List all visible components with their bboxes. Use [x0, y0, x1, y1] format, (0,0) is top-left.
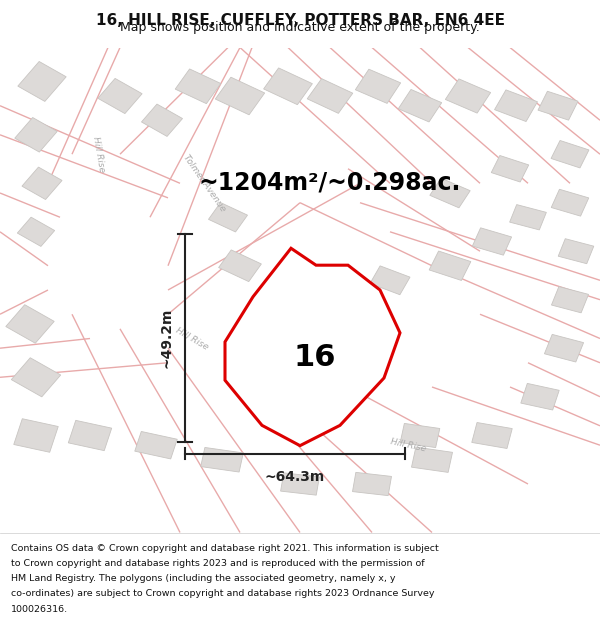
Text: Hill Rise: Hill Rise: [389, 437, 427, 453]
Polygon shape: [309, 274, 351, 306]
Polygon shape: [135, 431, 177, 459]
Polygon shape: [6, 304, 54, 343]
Text: co-ordinates) are subject to Crown copyright and database rights 2023 Ordnance S: co-ordinates) are subject to Crown copyr…: [11, 589, 434, 598]
Polygon shape: [201, 448, 243, 472]
Text: to Crown copyright and database rights 2023 and is reproduced with the permissio: to Crown copyright and database rights 2…: [11, 559, 424, 568]
Text: HM Land Registry. The polygons (including the associated geometry, namely x, y: HM Land Registry. The polygons (includin…: [11, 574, 395, 583]
Polygon shape: [11, 357, 61, 397]
Text: Tolmer Avenue: Tolmer Avenue: [181, 153, 227, 213]
Polygon shape: [18, 61, 66, 101]
Text: 16, HILL RISE, CUFFLEY, POTTERS BAR, EN6 4EE: 16, HILL RISE, CUFFLEY, POTTERS BAR, EN6…: [95, 13, 505, 28]
Polygon shape: [22, 167, 62, 199]
Polygon shape: [551, 287, 589, 313]
Polygon shape: [445, 79, 491, 113]
Polygon shape: [551, 189, 589, 216]
Polygon shape: [429, 251, 471, 281]
Polygon shape: [307, 79, 353, 113]
Polygon shape: [430, 178, 470, 208]
Text: 16: 16: [294, 343, 336, 372]
Polygon shape: [98, 78, 142, 114]
Polygon shape: [472, 422, 512, 449]
Polygon shape: [281, 473, 319, 495]
Text: 100026316.: 100026316.: [11, 604, 68, 614]
Polygon shape: [509, 204, 547, 230]
Polygon shape: [398, 89, 442, 122]
Polygon shape: [491, 156, 529, 182]
Text: Contains OS data © Crown copyright and database right 2021. This information is : Contains OS data © Crown copyright and d…: [11, 544, 439, 552]
Text: Hill Rise: Hill Rise: [174, 326, 210, 351]
Polygon shape: [175, 69, 221, 104]
Polygon shape: [538, 91, 578, 120]
Polygon shape: [17, 217, 55, 246]
Polygon shape: [472, 228, 512, 255]
Polygon shape: [558, 239, 594, 264]
Polygon shape: [15, 118, 57, 152]
Polygon shape: [400, 423, 440, 448]
Polygon shape: [353, 472, 391, 496]
Polygon shape: [208, 202, 248, 232]
Polygon shape: [218, 250, 262, 282]
Polygon shape: [215, 78, 265, 115]
Polygon shape: [412, 447, 452, 472]
Polygon shape: [521, 383, 559, 410]
Text: Map shows position and indicative extent of the property.: Map shows position and indicative extent…: [120, 21, 480, 34]
Polygon shape: [14, 419, 58, 452]
Polygon shape: [355, 69, 401, 103]
Polygon shape: [370, 266, 410, 295]
Text: Hill Rise: Hill Rise: [91, 136, 107, 172]
Text: ~64.3m: ~64.3m: [265, 470, 325, 484]
Polygon shape: [551, 141, 589, 168]
Polygon shape: [225, 248, 400, 446]
Text: ~49.2m: ~49.2m: [160, 308, 174, 368]
Polygon shape: [494, 90, 538, 121]
Text: ~1204m²/~0.298ac.: ~1204m²/~0.298ac.: [199, 171, 461, 195]
Polygon shape: [142, 104, 182, 136]
Polygon shape: [68, 421, 112, 451]
Polygon shape: [544, 334, 584, 362]
Polygon shape: [263, 68, 313, 104]
